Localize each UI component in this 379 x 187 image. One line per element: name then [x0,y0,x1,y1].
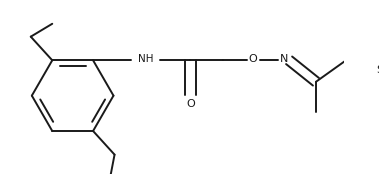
Text: O: O [248,54,257,64]
Text: NH: NH [138,54,154,64]
Text: S: S [376,65,379,75]
Text: N: N [280,54,288,64]
Text: O: O [186,99,195,109]
